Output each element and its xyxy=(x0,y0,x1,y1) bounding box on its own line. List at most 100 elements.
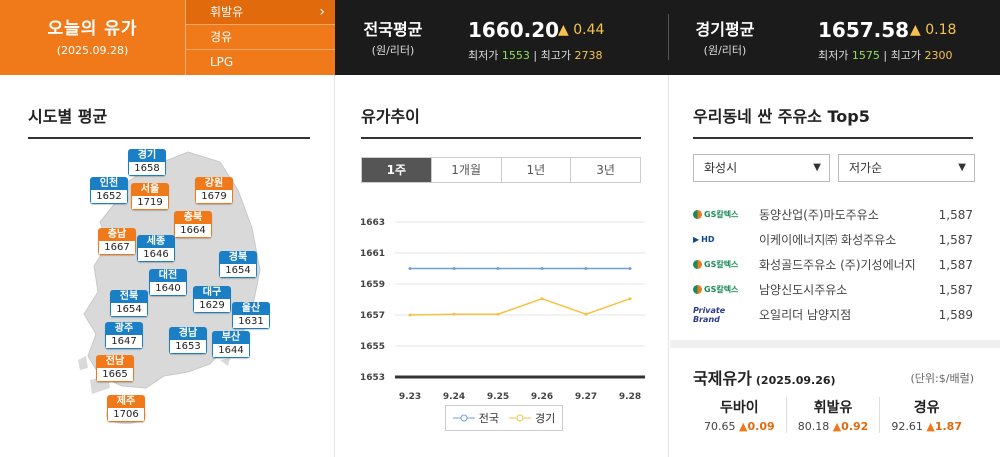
sort-select[interactable]: 저가순 ▼ xyxy=(838,154,975,182)
region-name: 인천 xyxy=(90,177,128,190)
intl-date: (2025.09.26) xyxy=(755,374,836,387)
region-gangwon[interactable]: 강원 1679 xyxy=(195,177,233,204)
hd-logo-icon: ▶ xyxy=(693,235,700,244)
top5-title: 우리동네 싼 주유소 Top5 xyxy=(693,103,973,139)
tab-1year[interactable]: 1년 xyxy=(501,158,572,182)
x-tick-label: 9.25 xyxy=(487,392,509,402)
x-tick-label: 9.26 xyxy=(531,392,553,402)
list-item[interactable]: GS칼텍스 동양산업(주)마도주유소 1,587 xyxy=(693,202,973,227)
region-daejeon[interactable]: 대전 1640 xyxy=(149,269,187,296)
list-item[interactable]: GS칼텍스 남양신도시주유소 1,587 xyxy=(693,277,973,302)
list-item[interactable]: Private Brand 오일리더 남양지점 1,589 xyxy=(693,302,973,327)
brand-text: GS칼텍스 xyxy=(704,210,739,219)
min-value: 1575 xyxy=(851,49,880,62)
legend-item-gyeonggi: 경기 xyxy=(509,410,555,426)
gs-logo-icon xyxy=(693,210,702,219)
min-value: 1553 xyxy=(501,49,530,62)
gyeonggi-price: 1657.58 xyxy=(818,18,910,42)
intl-title-text: 국제유가 xyxy=(693,369,752,388)
up-arrow-icon: ▲ xyxy=(910,22,921,38)
intl-prices: 두바이 70.65 ▲0.09 휘발유 80.18 ▲0.92 경유 92.61… xyxy=(693,397,973,433)
region-value: 1647 xyxy=(105,335,143,349)
min-label: 최저가 xyxy=(468,49,499,62)
region-value: 1654 xyxy=(219,264,257,278)
series-point xyxy=(540,297,544,301)
region-chungnam[interactable]: 충남 1667 xyxy=(98,228,136,255)
trend-chart: 1663 1661 1659 1657 1655 1653 9.23 9.24 9.25 9.26… xyxy=(360,218,645,402)
region-jeonbuk[interactable]: 전북 1654 xyxy=(110,290,148,317)
series-point xyxy=(452,312,456,316)
region-value: 1667 xyxy=(98,241,136,255)
intl-value-row: 92.61 ▲1.87 xyxy=(880,420,973,433)
region-gyeonggi[interactable]: 경기 1658 xyxy=(128,149,166,176)
region-value: 1654 xyxy=(110,303,148,317)
up-arrow-icon: ▲ xyxy=(926,420,935,433)
legend-label: 전국 xyxy=(478,412,499,425)
fuel-tab-lpg[interactable]: LPG xyxy=(186,50,335,75)
region-daegu[interactable]: 대구 1629 xyxy=(193,286,231,313)
gyeonggi-label: 경기평균 xyxy=(695,20,755,39)
region-name: 서울 xyxy=(131,183,169,196)
separator: | xyxy=(533,49,541,62)
up-arrow-icon: ▲ xyxy=(739,420,748,433)
header-divider xyxy=(668,14,669,60)
intl-change: 1.87 xyxy=(934,420,962,433)
today-title: 오늘의 유가 xyxy=(47,19,138,39)
max-value: 2300 xyxy=(924,49,953,62)
region-sejong[interactable]: 세종 1646 xyxy=(137,235,175,262)
region-gwangju[interactable]: 광주 1647 xyxy=(105,322,143,349)
region-jeju[interactable]: 제주 1706 xyxy=(107,395,145,422)
tab-3year[interactable]: 3년 xyxy=(571,158,640,182)
separator: | xyxy=(883,49,891,62)
region-value: 1679 xyxy=(195,190,233,204)
station-price: 1,587 xyxy=(938,282,973,297)
tab-1month[interactable]: 1개월 xyxy=(431,158,502,182)
region-seoul[interactable]: 서울 1719 xyxy=(131,183,169,210)
region-value: 1644 xyxy=(212,344,250,358)
gs-logo-icon xyxy=(693,260,702,269)
region-chungbuk[interactable]: 충북 1664 xyxy=(174,211,212,238)
national-min-max: 최저가 1553 | 최고가 2738 xyxy=(468,47,602,63)
region-value: 1652 xyxy=(90,190,128,204)
tab-1week[interactable]: 1주 xyxy=(362,158,432,182)
station-price: 1,587 xyxy=(938,232,973,247)
region-select[interactable]: 화성시 ▼ xyxy=(693,154,830,182)
region-ulsan[interactable]: 울산 1631 xyxy=(232,302,270,329)
region-value: 1646 xyxy=(137,248,175,262)
fuel-tab-diesel[interactable]: 경유 xyxy=(186,25,335,50)
max-value: 2738 xyxy=(574,49,603,62)
list-item[interactable]: GS칼텍스 화성골드주유소 (주)기성에너지 1,587 xyxy=(693,252,973,277)
list-item[interactable]: ▶ HD 이케이에너지㈜ 화성주유소 1,587 xyxy=(693,227,973,252)
station-price: 1,589 xyxy=(938,307,973,322)
region-name: 세종 xyxy=(137,235,175,248)
legend-item-national: 전국 xyxy=(452,410,499,426)
station-price: 1,587 xyxy=(938,257,973,272)
intl-diesel: 경유 92.61 ▲1.87 xyxy=(880,397,973,433)
fuel-tab-label: 휘발유 xyxy=(210,5,244,19)
y-tick-label: 1655 xyxy=(360,342,385,352)
y-tick-label: 1653 xyxy=(360,373,385,383)
sort-select-value: 저가순 xyxy=(849,161,883,175)
gyeonggi-min-max: 최저가 1575 | 최고가 2300 xyxy=(818,47,952,63)
region-jeonnam[interactable]: 전남 1665 xyxy=(96,355,134,382)
station-name: 이케이에너지㈜ 화성주유소 xyxy=(759,233,897,247)
region-busan[interactable]: 부산 1644 xyxy=(212,331,250,358)
intl-gasoline: 휘발유 80.18 ▲0.92 xyxy=(787,397,881,433)
period-tabs: 1주 1개월 1년 3년 xyxy=(361,157,641,183)
region-value: 1665 xyxy=(96,368,134,382)
trend-title: 유가추이 xyxy=(361,103,641,139)
fuel-tab-gasoline[interactable]: 휘발유 › xyxy=(186,0,335,25)
region-name: 광주 xyxy=(105,322,143,335)
x-tick-label: 9.28 xyxy=(619,392,641,402)
today-price-panel: 오늘의 유가 (2025.09.28) xyxy=(0,0,185,75)
national-label: 전국평균 xyxy=(363,20,423,39)
region-gyeongnam[interactable]: 경남 1653 xyxy=(169,327,207,354)
region-gyeongbuk[interactable]: 경북 1654 xyxy=(219,251,257,278)
region-incheon[interactable]: 인천 1652 xyxy=(90,177,128,204)
series-point xyxy=(628,297,632,301)
brand-text: HD xyxy=(701,235,715,244)
private-brand-logo: Private Brand xyxy=(693,305,726,324)
gs-caltex-logo: GS칼텍스 xyxy=(693,259,749,270)
today-date: (2025.09.28) xyxy=(56,44,129,57)
series-point xyxy=(584,267,588,270)
